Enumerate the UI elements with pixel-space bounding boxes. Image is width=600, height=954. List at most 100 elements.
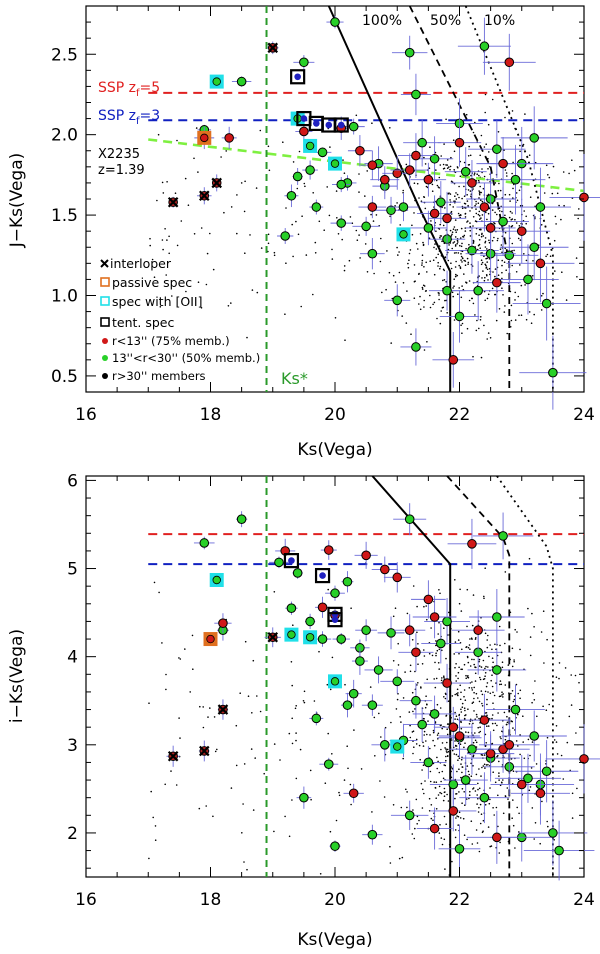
field-galaxy-dot xyxy=(462,288,465,291)
field-galaxy-dot xyxy=(484,745,487,747)
member-point-13-30 xyxy=(529,133,540,143)
field-galaxy-dot xyxy=(429,260,432,263)
field-galaxy-dot xyxy=(453,653,456,655)
member-point-core xyxy=(218,618,228,628)
field-galaxy-dot xyxy=(446,793,448,796)
field-galaxy-dot xyxy=(416,823,419,825)
field-galaxy-dot xyxy=(225,150,227,152)
tent-spec-box xyxy=(327,612,343,628)
field-galaxy-dot xyxy=(484,237,487,239)
field-galaxy-dot xyxy=(475,329,478,332)
field-galaxy-dot xyxy=(519,150,521,153)
field-galaxy-dot xyxy=(180,220,183,222)
field-galaxy-dot xyxy=(295,220,297,223)
field-galaxy-dot xyxy=(346,745,349,747)
field-galaxy-dot xyxy=(373,272,375,275)
field-galaxy-dot xyxy=(178,657,180,659)
field-galaxy-dot xyxy=(546,820,548,823)
field-galaxy-dot xyxy=(156,199,158,202)
field-galaxy-dot xyxy=(465,113,468,116)
field-galaxy-dot xyxy=(413,212,415,214)
field-galaxy-dot xyxy=(455,675,457,677)
field-galaxy-dot xyxy=(461,702,464,705)
field-galaxy-dot xyxy=(487,332,490,334)
field-galaxy-dot xyxy=(484,733,487,736)
field-galaxy-dot xyxy=(440,310,443,312)
field-galaxy-dot xyxy=(575,732,577,734)
field-galaxy-dot xyxy=(456,274,459,277)
field-galaxy-dot xyxy=(539,842,541,845)
field-galaxy-dot xyxy=(200,227,203,229)
field-galaxy-dot xyxy=(467,164,470,166)
y-tick-label: 6 xyxy=(67,471,78,491)
field-galaxy-dot xyxy=(457,639,460,641)
field-galaxy-dot xyxy=(546,638,548,641)
field-galaxy-dot xyxy=(195,127,198,129)
field-galaxy-dot xyxy=(468,145,471,148)
field-galaxy-dot xyxy=(469,648,471,650)
field-galaxy-dot xyxy=(454,275,457,278)
field-galaxy-dot xyxy=(273,830,275,833)
field-galaxy-dot xyxy=(441,727,444,730)
field-galaxy-dot xyxy=(483,678,486,680)
field-galaxy-dot xyxy=(469,790,471,793)
field-galaxy-dot xyxy=(505,723,508,726)
field-galaxy-dot xyxy=(474,204,476,207)
interloper-cross xyxy=(167,196,179,208)
field-galaxy-dot xyxy=(454,666,456,669)
field-galaxy-dot xyxy=(463,707,466,709)
field-galaxy-dot xyxy=(458,768,460,770)
field-galaxy-dot xyxy=(502,812,505,815)
field-galaxy-dot xyxy=(437,633,440,635)
field-galaxy-dot xyxy=(472,765,474,767)
field-galaxy-dot xyxy=(540,224,543,226)
field-galaxy-dot xyxy=(546,253,549,256)
field-galaxy-dot xyxy=(447,634,449,636)
field-galaxy-dot xyxy=(378,712,380,715)
field-galaxy-dot xyxy=(435,256,438,259)
field-galaxy-dot xyxy=(450,156,452,159)
field-galaxy-dot xyxy=(197,171,199,173)
field-galaxy-dot xyxy=(498,182,500,185)
field-galaxy-dot xyxy=(525,222,527,225)
member-point-13-30 xyxy=(548,367,558,378)
field-galaxy-dot xyxy=(443,838,446,841)
field-galaxy-dot xyxy=(480,666,483,668)
field-galaxy-dot xyxy=(472,755,475,758)
field-galaxy-dot xyxy=(511,110,514,112)
field-galaxy-dot xyxy=(461,802,463,804)
member-point-13-30 xyxy=(342,700,353,710)
member-point-13-30 xyxy=(541,766,552,777)
field-galaxy-dot xyxy=(469,665,472,667)
field-galaxy-dot xyxy=(450,267,453,270)
field-galaxy-dot xyxy=(476,842,479,844)
field-galaxy-dot xyxy=(372,220,375,222)
field-galaxy-dot xyxy=(467,263,469,266)
field-galaxy-dot xyxy=(417,663,419,665)
member-point-core xyxy=(467,539,477,549)
x-tick-label: 22 xyxy=(449,405,471,425)
field-galaxy-dot xyxy=(440,155,443,157)
field-galaxy-dot xyxy=(481,277,483,279)
field-galaxy-dot xyxy=(514,299,516,301)
field-galaxy-dot xyxy=(487,725,490,727)
field-galaxy-dot xyxy=(408,711,411,713)
field-galaxy-dot xyxy=(314,241,317,244)
field-galaxy-dot xyxy=(415,798,418,801)
field-galaxy-dot xyxy=(455,715,458,717)
field-galaxy-dot xyxy=(434,787,437,789)
field-galaxy-dot xyxy=(252,659,255,662)
field-galaxy-dot xyxy=(501,210,503,213)
field-galaxy-dot xyxy=(513,659,515,661)
field-galaxy-dot xyxy=(409,249,412,251)
field-galaxy-dot xyxy=(525,259,528,262)
field-galaxy-dot xyxy=(477,213,480,216)
field-galaxy-dot xyxy=(314,252,317,254)
field-galaxy-dot xyxy=(494,781,497,784)
member-point-13-30 xyxy=(479,41,490,52)
member-point-core xyxy=(479,715,490,725)
field-galaxy-dot xyxy=(458,757,461,759)
field-galaxy-dot xyxy=(476,319,478,322)
field-galaxy-dot xyxy=(472,594,475,596)
field-galaxy-dot xyxy=(429,770,432,773)
